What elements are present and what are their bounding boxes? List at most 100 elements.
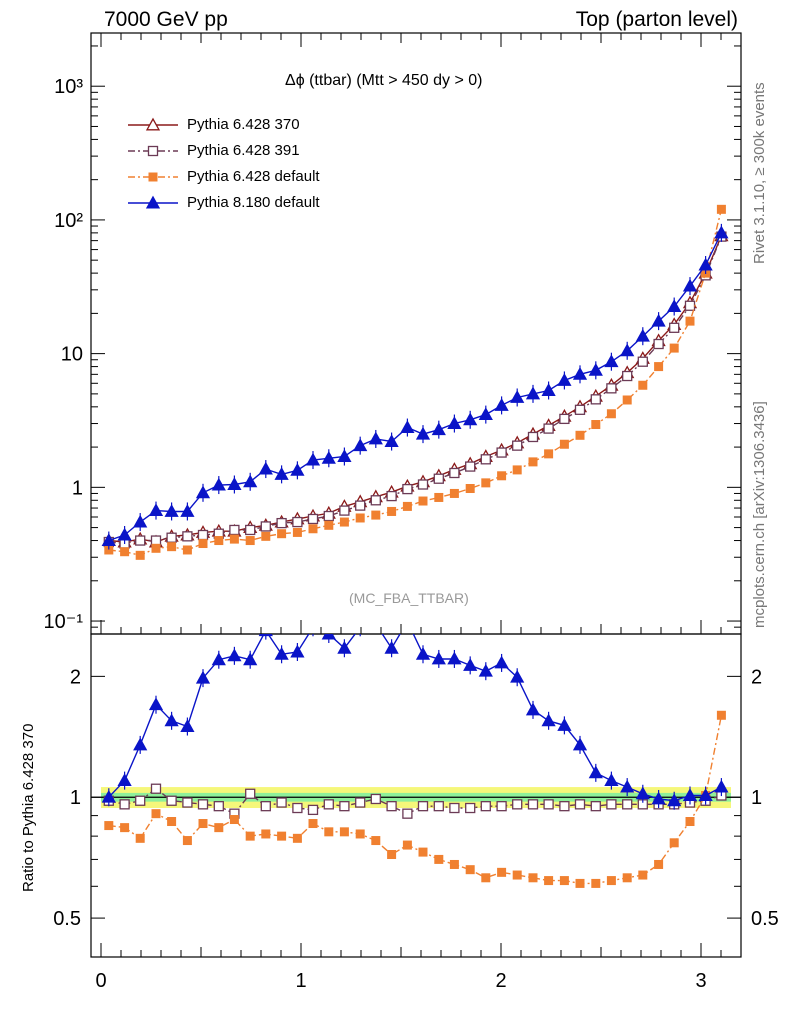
main-data-point <box>588 362 603 376</box>
main-data-point <box>572 366 588 380</box>
legend-marker <box>147 145 159 157</box>
main-data-point <box>716 204 726 214</box>
main-data-point <box>557 373 572 386</box>
main-data-point <box>370 495 381 506</box>
main-data-point <box>135 550 145 560</box>
legend-sample-3 <box>128 195 178 209</box>
ratio-y-tick-label-right: 1 <box>751 787 762 809</box>
ratio-data-point <box>227 648 242 662</box>
ratio-data-point <box>213 801 224 812</box>
ratio-data-point <box>276 797 287 808</box>
main-data-point <box>480 454 491 465</box>
ratio-data-point <box>180 719 195 732</box>
ratio-data-point <box>606 799 617 810</box>
main-data-point <box>431 422 446 436</box>
main-data-point <box>481 478 491 488</box>
ratio-data-point <box>104 821 114 831</box>
main-data-point <box>638 380 648 390</box>
ratio-data-point <box>214 823 224 833</box>
main-data-point <box>353 438 368 452</box>
ratio-data-point <box>494 655 509 669</box>
main-data-point <box>559 413 570 425</box>
ratio-data-point <box>274 646 289 660</box>
main-data-point <box>591 420 601 430</box>
main-data-point <box>527 431 539 443</box>
main-data-point <box>229 524 240 536</box>
main-data-point <box>528 457 538 467</box>
main-data-point <box>227 477 242 490</box>
ratio-data-point <box>117 773 132 787</box>
ratio-data-point <box>575 878 585 888</box>
main-series-2 <box>104 204 726 560</box>
ratio-data-point <box>384 640 399 654</box>
main-data-point <box>120 547 130 557</box>
ratio-data-point <box>182 797 193 808</box>
ratio-data-point <box>339 801 350 812</box>
ratio-data-point <box>512 870 522 880</box>
ratio-series-line <box>108 634 722 802</box>
main-data-point <box>417 479 429 490</box>
ratio-data-point <box>229 815 239 825</box>
ratio-data-point <box>182 836 192 846</box>
ratio-data-point <box>211 652 226 666</box>
main-data-point <box>400 420 415 433</box>
main-data-point <box>418 496 428 506</box>
ratio-data-point <box>465 865 475 875</box>
ratio-data-point <box>354 621 366 632</box>
main-data-point <box>512 440 523 451</box>
main-data-point <box>180 504 195 517</box>
x-tick-label: 2 <box>495 970 506 992</box>
main-data-point <box>606 383 617 394</box>
legend-sample-0 <box>128 117 178 131</box>
ratio-data-point <box>669 838 679 848</box>
main-data-point <box>368 431 383 445</box>
ratio-data-point <box>339 827 349 837</box>
main-data-point <box>290 463 305 476</box>
ratio-data-point <box>604 773 619 787</box>
ratio-data-point <box>606 876 616 886</box>
main-data-point <box>622 395 632 405</box>
main-data-point <box>324 520 334 530</box>
main-data-point <box>243 474 258 488</box>
ratio-data-point <box>449 802 460 814</box>
ratio-data-point <box>197 799 209 810</box>
x-tick-label: 0 <box>95 970 106 992</box>
main-data-point <box>654 362 664 372</box>
ratio-data-point <box>541 713 556 727</box>
main-data-point <box>402 501 412 511</box>
main-data-point <box>229 534 239 544</box>
main-data-point <box>277 529 287 539</box>
main-data-point <box>151 543 161 553</box>
main-data-point <box>371 510 381 520</box>
ratio-data-point <box>119 799 130 810</box>
mcplots-label: mcplots.cern.ch [arXiv:1306.3436] <box>751 401 768 628</box>
main-data-point <box>559 439 569 449</box>
ratio-data-point <box>337 640 352 654</box>
legend-label-p6-370: Pythia 6.428 370 <box>187 116 300 133</box>
main-data-point <box>622 370 633 382</box>
main-data-point <box>261 531 271 541</box>
main-data-point <box>449 467 460 479</box>
main-data-point <box>167 542 177 552</box>
main-series-3 <box>101 223 729 550</box>
ratio-data-point <box>245 831 255 841</box>
header-left: 7000 GeV pp <box>104 8 228 31</box>
main-data-point <box>197 529 209 541</box>
main-data-point <box>164 504 179 517</box>
ratio-data-point <box>101 789 116 803</box>
main-series-line <box>108 236 723 545</box>
main-data-point <box>182 531 193 542</box>
ratio-data-point <box>497 867 507 877</box>
ratio-data-point <box>370 793 381 805</box>
ratio-data-point <box>512 799 523 810</box>
analysis-watermark: (MC_FBA_TTBAR) <box>349 590 469 606</box>
main-data-point <box>544 449 554 459</box>
ratio-data-point <box>135 833 145 843</box>
main-y-tick-label: 10 <box>61 344 83 366</box>
ratio-data-point <box>120 823 130 833</box>
ratio-data-point <box>245 788 256 799</box>
ratio-data-point <box>716 710 726 720</box>
x-tick-label: 3 <box>695 970 706 992</box>
main-y-tick-label: 10⁻¹ <box>44 611 84 633</box>
ratio-data-point <box>635 786 650 800</box>
